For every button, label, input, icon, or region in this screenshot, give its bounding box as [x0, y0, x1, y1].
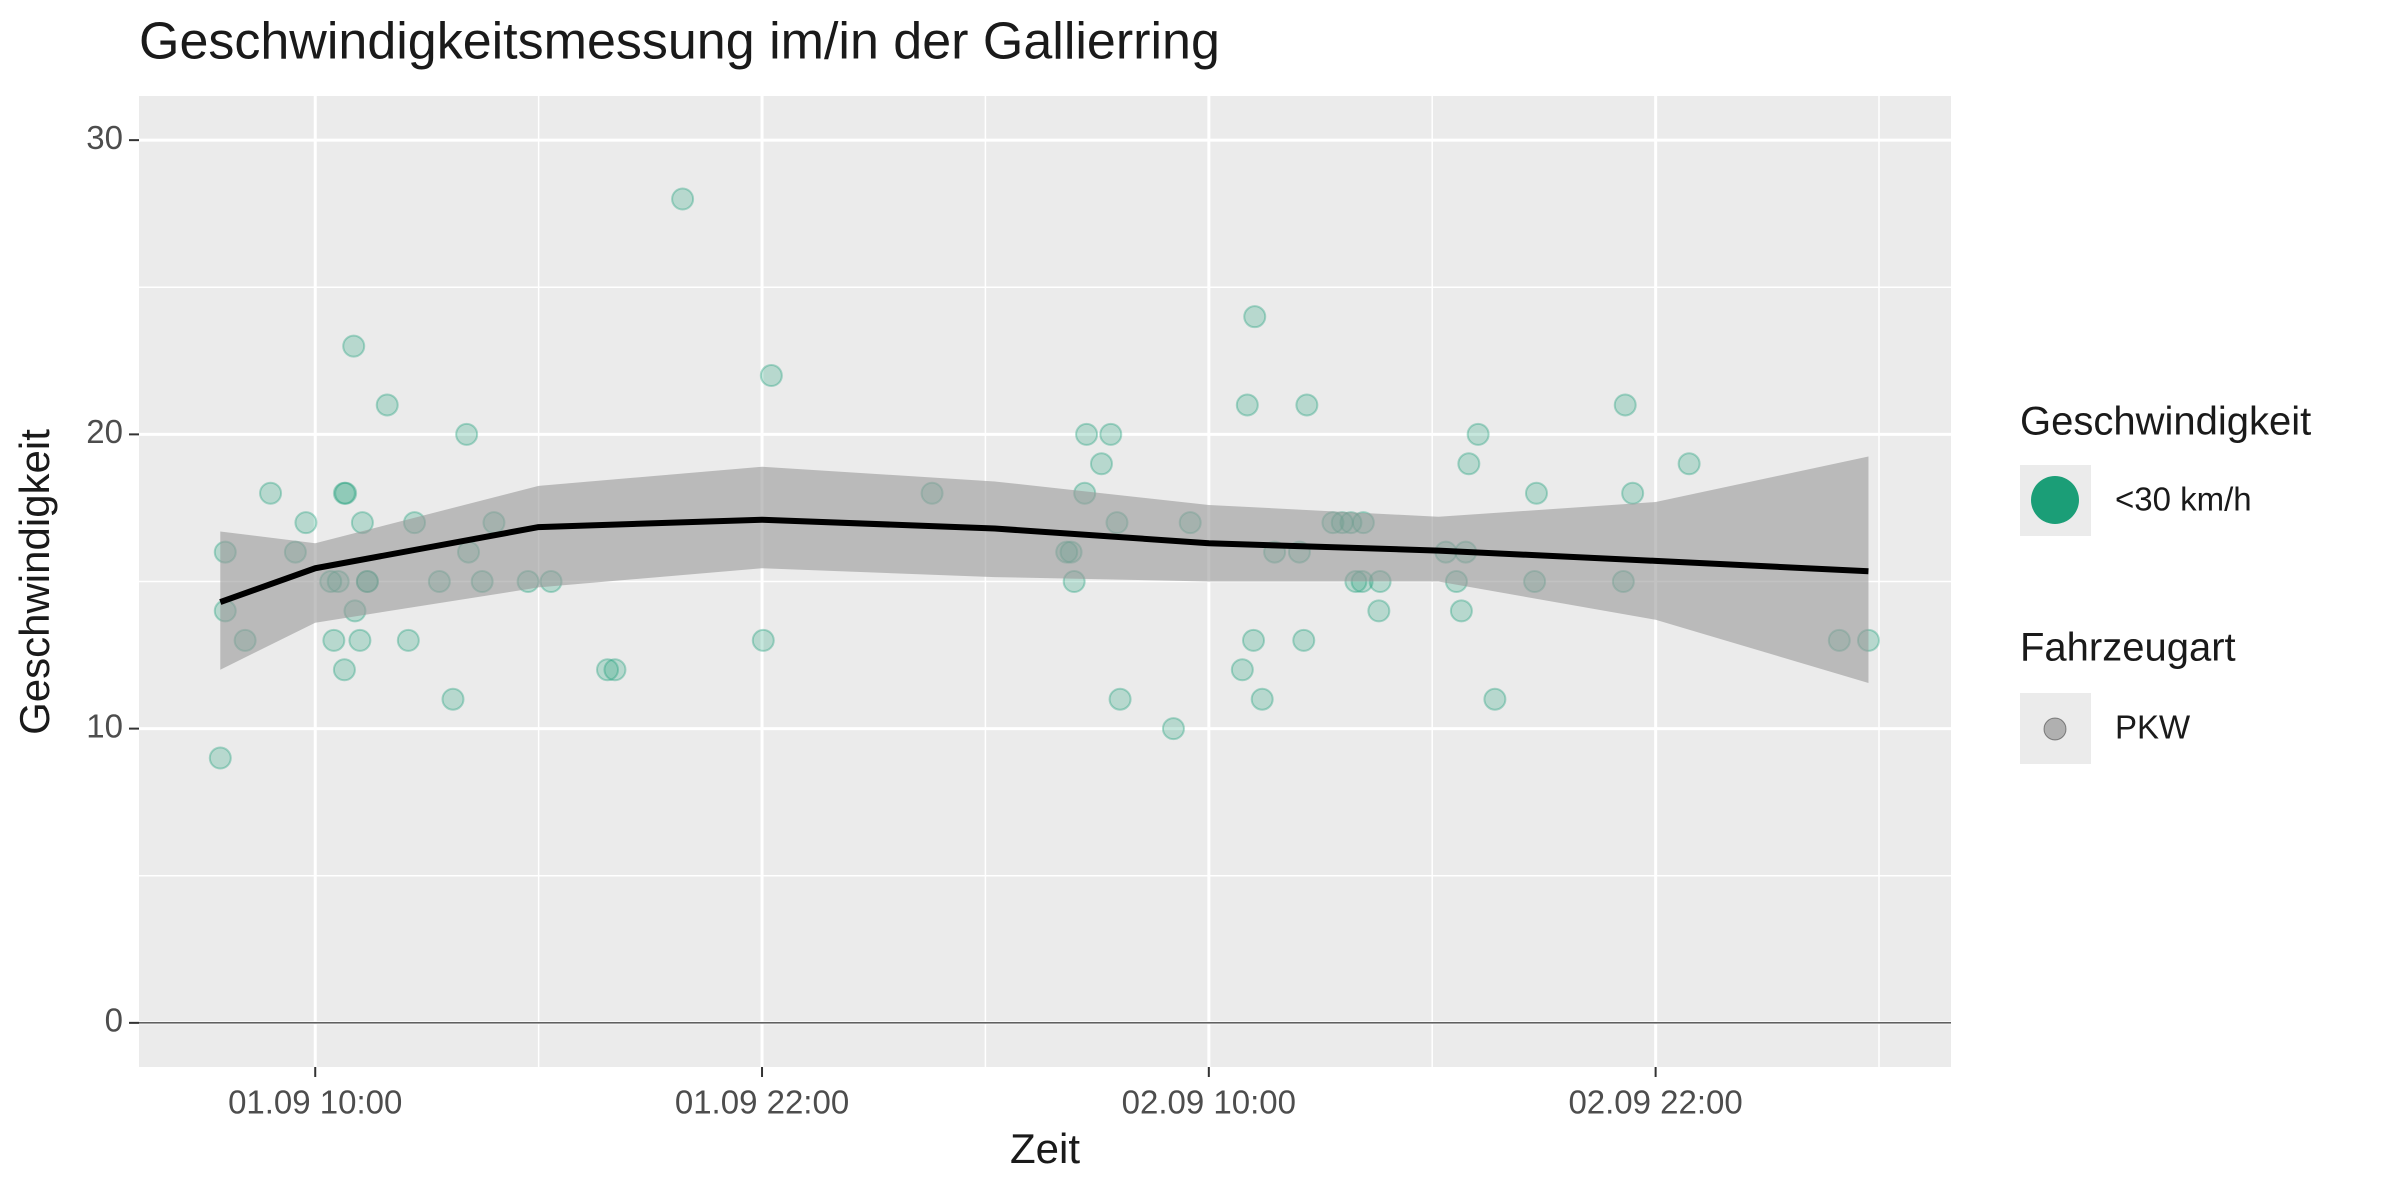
legend-symbol	[2043, 717, 2067, 741]
point	[1292, 628, 1316, 652]
confidence-band	[220, 456, 1869, 684]
point	[208, 746, 232, 770]
legend-title: Fahrzeugart	[2020, 626, 2236, 670]
y-tick-label: 0	[105, 1002, 123, 1039]
point	[1449, 599, 1473, 623]
legend-label: <30 km/h	[2115, 481, 2252, 518]
y-tick-label: 20	[86, 413, 123, 450]
point	[1367, 599, 1391, 623]
legend-title: Geschwindigkeit	[2020, 400, 2311, 444]
smooth-line	[219, 516, 1869, 605]
point	[1466, 422, 1490, 446]
point	[259, 481, 283, 505]
x-tick-label: 01.09 10:00	[228, 1084, 402, 1121]
point	[332, 481, 356, 505]
point	[671, 187, 695, 211]
point	[751, 628, 775, 652]
point	[596, 658, 620, 682]
point	[1677, 452, 1701, 476]
point	[342, 334, 366, 358]
point	[603, 658, 627, 682]
point	[1161, 717, 1185, 741]
point	[1295, 393, 1319, 417]
point	[322, 628, 346, 652]
point	[455, 422, 479, 446]
point	[332, 658, 356, 682]
point	[1613, 393, 1637, 417]
point	[1099, 422, 1123, 446]
x-tick-label: 02.09 10:00	[1122, 1084, 1296, 1121]
point	[759, 364, 783, 388]
point	[1621, 481, 1645, 505]
point	[1243, 305, 1267, 329]
point	[1089, 452, 1113, 476]
chart-title: Geschwindigkeitsmessung im/in der Gallie…	[139, 13, 1220, 71]
point	[375, 393, 399, 417]
legend-label: PKW	[2115, 709, 2191, 746]
point	[1235, 393, 1259, 417]
point	[334, 481, 358, 505]
point	[1524, 481, 1548, 505]
x-tick-label: 02.09 22:00	[1568, 1084, 1742, 1121]
y-axis-title: Geschwindigkeit	[11, 429, 58, 735]
point	[1242, 628, 1266, 652]
x-axis-title: Zeit	[1010, 1125, 1080, 1172]
point	[1457, 452, 1481, 476]
y-tick-label: 30	[86, 119, 123, 156]
point	[1075, 422, 1099, 446]
point	[294, 511, 318, 535]
x-tick-label: 01.09 22:00	[675, 1084, 849, 1121]
legend-key	[2020, 693, 2091, 764]
point	[1250, 687, 1274, 711]
point	[1230, 658, 1254, 682]
point	[348, 628, 372, 652]
plot-layer	[139, 187, 1951, 1024]
point	[396, 628, 420, 652]
y-tick-label: 10	[86, 707, 123, 744]
legend-symbol	[2031, 476, 2079, 524]
point	[1483, 687, 1507, 711]
point	[441, 687, 465, 711]
point	[1108, 687, 1132, 711]
